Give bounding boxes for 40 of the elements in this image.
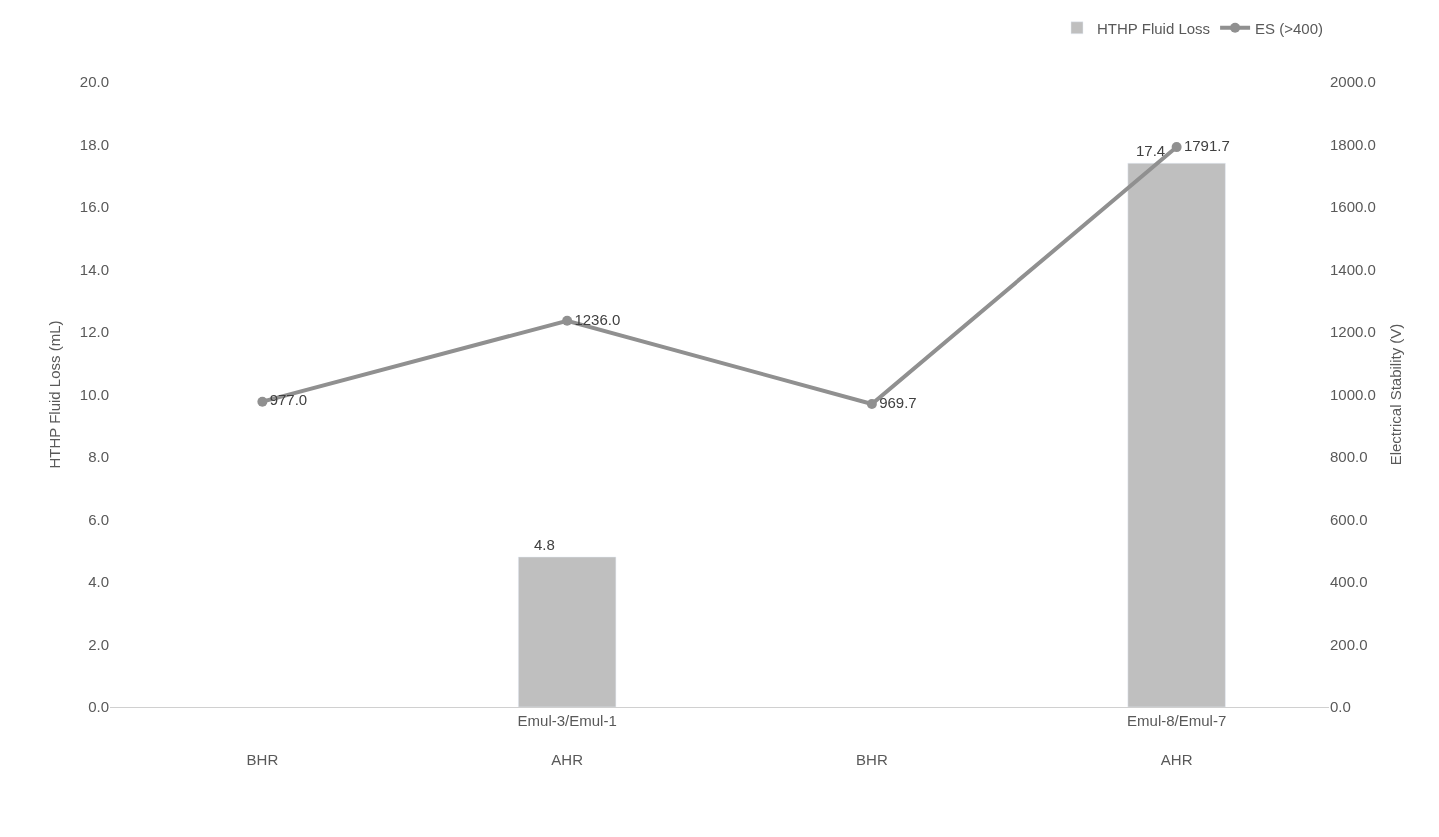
y-tick-label: 14.0 — [79, 260, 109, 278]
y-axis-title: HTHP Fluid Loss (mL) — [46, 320, 64, 469]
y-tick-label: 0.0 — [88, 698, 109, 716]
legend-label: ES (>400) — [1255, 19, 1324, 37]
y2-tick-label: 1200.0 — [1330, 323, 1376, 341]
y-tick-label: 16.0 — [79, 198, 109, 216]
x-tick-label: BHR — [856, 751, 888, 768]
point — [866, 398, 877, 409]
data-label: 4.8 — [534, 536, 555, 553]
y-tick-label: 6.0 — [88, 510, 109, 528]
point — [257, 396, 268, 407]
y2-tick-label: 200.0 — [1330, 635, 1368, 653]
point — [1171, 142, 1182, 153]
x-tick-label: BHR — [246, 751, 279, 768]
y2-tick-label: 2000.0 — [1330, 73, 1376, 91]
legend-label: HTHP Fluid Loss — [1097, 19, 1211, 37]
data-label: 969.7 — [879, 393, 917, 411]
y2-tick-label: 1400.0 — [1330, 260, 1376, 278]
data-label: 977.0 — [269, 391, 308, 409]
category-label: Emul-8/Emul-7 AHR — [1127, 712, 1227, 768]
y2-axis-title: Electrical Stability (V) — [1386, 323, 1404, 466]
data-label: 1236.0 — [574, 310, 621, 328]
y-tick-label: 20.0 — [79, 73, 109, 91]
y-tick-label: 2.0 — [88, 635, 109, 653]
y2-tick-label: 1600.0 — [1330, 198, 1376, 216]
category-label: Emul-3/Emul-1 AHR — [517, 712, 617, 768]
y2-tick-label: 1800.0 — [1330, 135, 1376, 153]
y2-tick-label: 600.0 — [1330, 510, 1368, 528]
y2-tick-label: 1000.0 — [1330, 385, 1376, 403]
point — [562, 315, 573, 326]
y2-tick-label: 0.0 — [1330, 698, 1351, 716]
y-tick-label: 10.0 — [79, 385, 109, 403]
y-tick-label: 12.0 — [79, 323, 109, 341]
y2-tick-label: 800.0 — [1330, 448, 1368, 466]
y-tick-label: 18.0 — [79, 135, 109, 153]
y2-tick-label: 400.0 — [1330, 573, 1368, 591]
y-tick-label: 8.0 — [88, 448, 109, 466]
y-tick-label: 4.0 — [88, 573, 109, 591]
data-label: 1791.7 — [1183, 136, 1230, 154]
data-label: 17.4 — [1136, 142, 1166, 159]
